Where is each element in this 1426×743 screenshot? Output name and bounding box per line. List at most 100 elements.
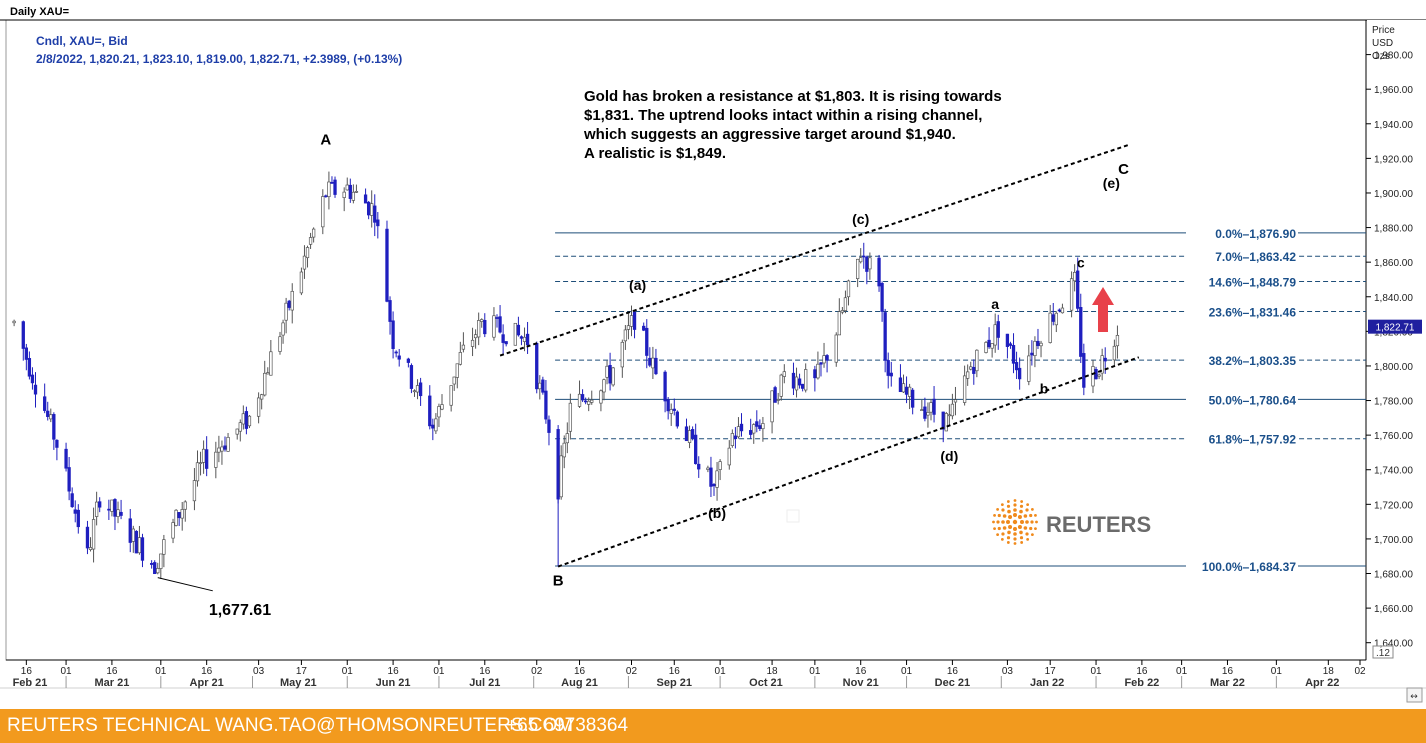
candle-body [266,372,270,375]
candle-body [562,442,566,458]
candle-body [385,228,389,302]
candle-body [345,184,349,191]
candle-body [391,320,395,349]
candle-body [21,321,25,349]
candle-body [153,562,157,575]
candle-body [944,413,948,432]
month-tick-label: Apr 21 [190,677,224,689]
candle-body [929,402,933,413]
logo-dot [1029,513,1033,518]
candle-body [428,395,432,427]
candle-body [626,325,631,330]
candle-body [76,509,80,528]
up-arrow-icon [1092,287,1114,332]
logo-dot [1000,537,1004,541]
candle-body [85,526,90,549]
candle-body [198,462,203,465]
candle-body [415,385,420,393]
day-tick-label: 03 [1002,666,1014,677]
logo-dot [1035,520,1038,524]
candle-body [342,191,346,198]
price-axis-title-1: Price [1372,25,1395,36]
day-tick-label: 01 [715,666,727,677]
day-tick-label: 01 [901,666,913,677]
candle-body [281,322,285,336]
window-title: Daily XAU= [10,6,69,18]
candle-body [984,342,988,353]
candle-body [260,394,264,400]
logo-dot [1019,509,1023,514]
fib-label: 14.6%–1,848.79 [1209,276,1297,290]
candle-body [156,568,160,574]
candle-body [776,399,780,401]
candle-body [779,374,783,397]
candle-body [1100,355,1104,374]
logo-dot [1013,532,1017,536]
candle-body [440,404,444,410]
logo-dot [1019,536,1024,540]
candle-body [541,379,545,393]
candle-body [800,383,805,389]
fib-label: 0.0%–1,876.90 [1215,227,1296,241]
candle-body [544,390,548,420]
candle-body [727,447,731,466]
month-tick-label: Jan 22 [1030,677,1064,689]
candle-body [953,399,958,403]
candle-body [455,363,459,378]
logo-dot [1002,514,1007,518]
candle-body [52,414,56,440]
logo-dot [1001,532,1005,536]
scroll-arrows-icon[interactable]: ↔ [1406,687,1423,703]
candle-body [730,433,734,446]
price-tick-label: 1,680.00 [1374,570,1413,581]
logo-dot [1020,520,1024,524]
candle-body [247,415,252,427]
candle-body [718,461,722,470]
candle-body [1069,278,1074,311]
logo-dot [1030,533,1034,537]
candle-body [159,553,163,569]
candle-body [1103,357,1107,362]
candle-body [394,351,398,354]
candle-body [932,398,936,415]
candle-body [223,445,227,450]
candle-body [522,336,527,342]
day-tick-label: 01 [1090,666,1102,677]
candle-body [547,419,551,433]
month-tick-label: Jun 21 [376,677,411,689]
low-price-label: 1,677.61 [209,602,271,619]
logo-dot [1034,513,1037,517]
day-tick-label: 16 [574,666,586,677]
candle-body [623,329,628,342]
logo-dot [1025,532,1029,536]
wave-label: (d) [940,448,958,464]
reuters-logo: REUTERS [987,489,1152,553]
candle-body [1011,345,1016,364]
candle-body [966,371,970,379]
logo-dot [1013,537,1017,541]
candle-body [388,300,392,322]
logo-dot [1013,527,1017,531]
candle-body [171,522,175,539]
candle-body [498,316,502,333]
candle-body [923,406,927,419]
price-tick-label: 1,640.00 [1374,639,1413,650]
candle-body [434,418,438,432]
price-tick-label: 1,700.00 [1374,535,1413,546]
candle-body [88,547,93,551]
month-tick-label: Mar 21 [94,677,129,689]
candle-body [761,423,765,430]
candle-body [907,386,912,397]
candle-body [504,341,508,345]
candle-body [794,376,799,391]
candle-body [354,191,359,193]
candle-body [1054,312,1058,326]
candle-body [666,399,670,412]
logo-dot [1029,526,1033,531]
candle-body [449,385,453,406]
month-tick-label: Feb 21 [13,677,48,689]
wave-labels: A B C (a) (b) (c) (d) (e) a b c 1,677.61 [157,132,1129,619]
candle-body [920,409,924,412]
candle-body [629,315,634,327]
candle-body [220,446,224,452]
